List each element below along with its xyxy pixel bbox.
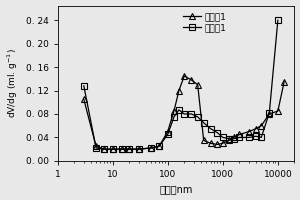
实施例1 — [158, 145, 161, 147]
实施例1 — [196, 116, 200, 118]
对比例1 — [196, 83, 200, 86]
对比例1 — [190, 79, 193, 81]
对比例1 — [209, 142, 212, 144]
实施例1 — [254, 135, 258, 137]
实施例1 — [209, 127, 212, 130]
实施例1 — [137, 148, 141, 150]
实施例1 — [121, 148, 124, 150]
对比例1 — [128, 148, 131, 150]
实施例1 — [128, 148, 131, 150]
X-axis label: 孔径／nm: 孔径／nm — [159, 184, 193, 194]
实施例1 — [260, 136, 263, 139]
对比例1 — [121, 148, 124, 150]
对比例1 — [172, 110, 176, 112]
对比例1 — [282, 81, 286, 83]
对比例1 — [238, 133, 241, 136]
实施例1 — [111, 148, 114, 150]
对比例1 — [276, 110, 280, 112]
实施例1 — [182, 113, 186, 115]
对比例1 — [268, 113, 271, 115]
对比例1 — [260, 124, 263, 127]
实施例1 — [102, 148, 106, 150]
实施例1 — [232, 137, 236, 140]
对比例1 — [111, 148, 114, 150]
Legend: 对比例1, 实施例1: 对比例1, 实施例1 — [181, 10, 228, 34]
实施例1 — [82, 85, 85, 87]
实施例1 — [247, 136, 251, 139]
Line: 对比例1: 对比例1 — [81, 73, 287, 152]
实施例1 — [202, 122, 206, 124]
实施例1 — [238, 136, 241, 139]
对比例1 — [102, 148, 106, 150]
实施例1 — [276, 19, 280, 21]
对比例1 — [227, 139, 231, 142]
实施例1 — [94, 147, 98, 149]
对比例1 — [232, 136, 236, 139]
对比例1 — [216, 143, 219, 146]
对比例1 — [221, 142, 225, 144]
实施例1 — [172, 116, 176, 118]
对比例1 — [254, 127, 258, 130]
对比例1 — [94, 145, 98, 147]
实施例1 — [216, 132, 219, 134]
实施例1 — [227, 137, 231, 140]
实施例1 — [166, 133, 169, 136]
实施例1 — [149, 147, 153, 149]
对比例1 — [202, 139, 206, 142]
对比例1 — [166, 130, 169, 133]
对比例1 — [177, 89, 181, 92]
Line: 实施例1: 实施例1 — [81, 17, 280, 152]
对比例1 — [182, 75, 186, 77]
对比例1 — [149, 147, 153, 149]
实施例1 — [190, 113, 193, 115]
对比例1 — [247, 130, 251, 133]
实施例1 — [177, 109, 181, 111]
对比例1 — [137, 148, 141, 150]
对比例1 — [158, 145, 161, 147]
实施例1 — [268, 112, 271, 114]
实施例1 — [221, 136, 225, 139]
对比例1 — [82, 98, 85, 101]
Y-axis label: dV/dg (ml. g$^{-1}$): dV/dg (ml. g$^{-1}$) — [6, 48, 20, 118]
